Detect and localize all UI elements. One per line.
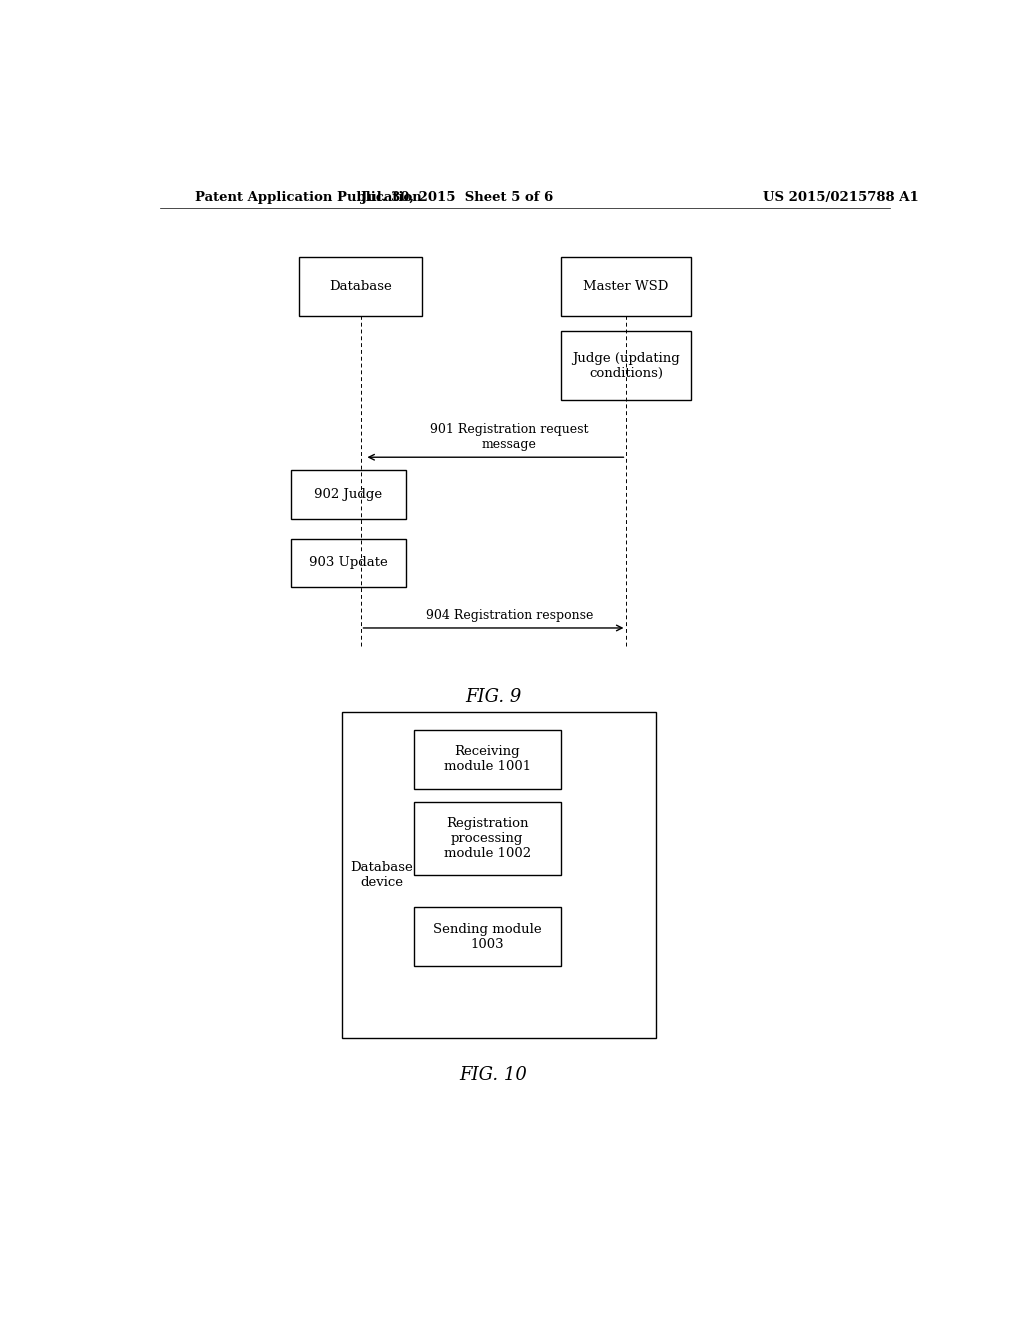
Text: Patent Application Publication: Patent Application Publication — [196, 190, 422, 203]
Text: Judge (updating
conditions): Judge (updating conditions) — [572, 351, 680, 380]
Bar — [560, 331, 691, 400]
Text: 903 Update: 903 Update — [309, 557, 388, 569]
Bar — [414, 907, 560, 966]
Bar — [299, 257, 422, 315]
Bar — [342, 713, 655, 1038]
Bar — [414, 730, 560, 788]
Text: Receiving
module 1001: Receiving module 1001 — [443, 744, 530, 774]
Text: FIG. 10: FIG. 10 — [459, 1067, 527, 1084]
Text: 902 Judge: 902 Judge — [314, 488, 382, 502]
Bar — [291, 470, 406, 519]
Text: Registration
processing
module 1002: Registration processing module 1002 — [443, 817, 530, 859]
Text: Sending module
1003: Sending module 1003 — [433, 923, 542, 950]
Bar — [414, 801, 560, 875]
Text: Database: Database — [329, 280, 391, 293]
Bar — [560, 257, 691, 315]
Text: Database
device: Database device — [350, 861, 414, 888]
Text: Master WSD: Master WSD — [584, 280, 669, 293]
Bar — [291, 539, 406, 587]
Text: Jul. 30, 2015  Sheet 5 of 6: Jul. 30, 2015 Sheet 5 of 6 — [361, 190, 553, 203]
Text: 901 Registration request
message: 901 Registration request message — [430, 424, 589, 451]
Text: 904 Registration response: 904 Registration response — [426, 609, 593, 622]
Text: FIG. 9: FIG. 9 — [465, 688, 521, 706]
Text: US 2015/0215788 A1: US 2015/0215788 A1 — [763, 190, 919, 203]
